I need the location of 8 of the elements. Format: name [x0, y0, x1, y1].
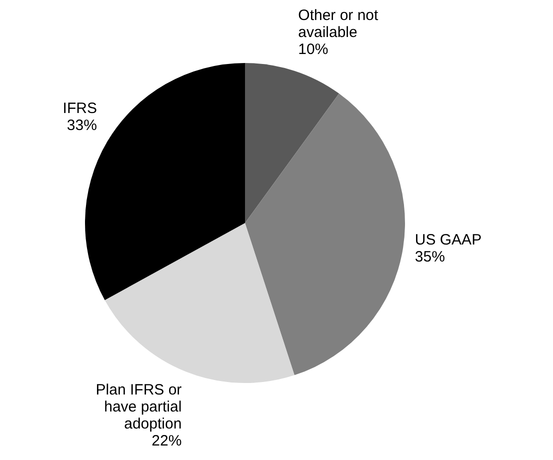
data-label: 22% [152, 432, 182, 450]
slice-label: Other or not available [298, 7, 380, 42]
data-label: 33% [66, 117, 97, 134]
data-label: 35% [414, 248, 445, 266]
slice-label: US GAAP [414, 232, 482, 249]
data-label: 10% [298, 41, 328, 58]
slice-label: Plan IFRS or have partial adoption [96, 382, 182, 433]
slice-label: IFRS [62, 100, 97, 118]
